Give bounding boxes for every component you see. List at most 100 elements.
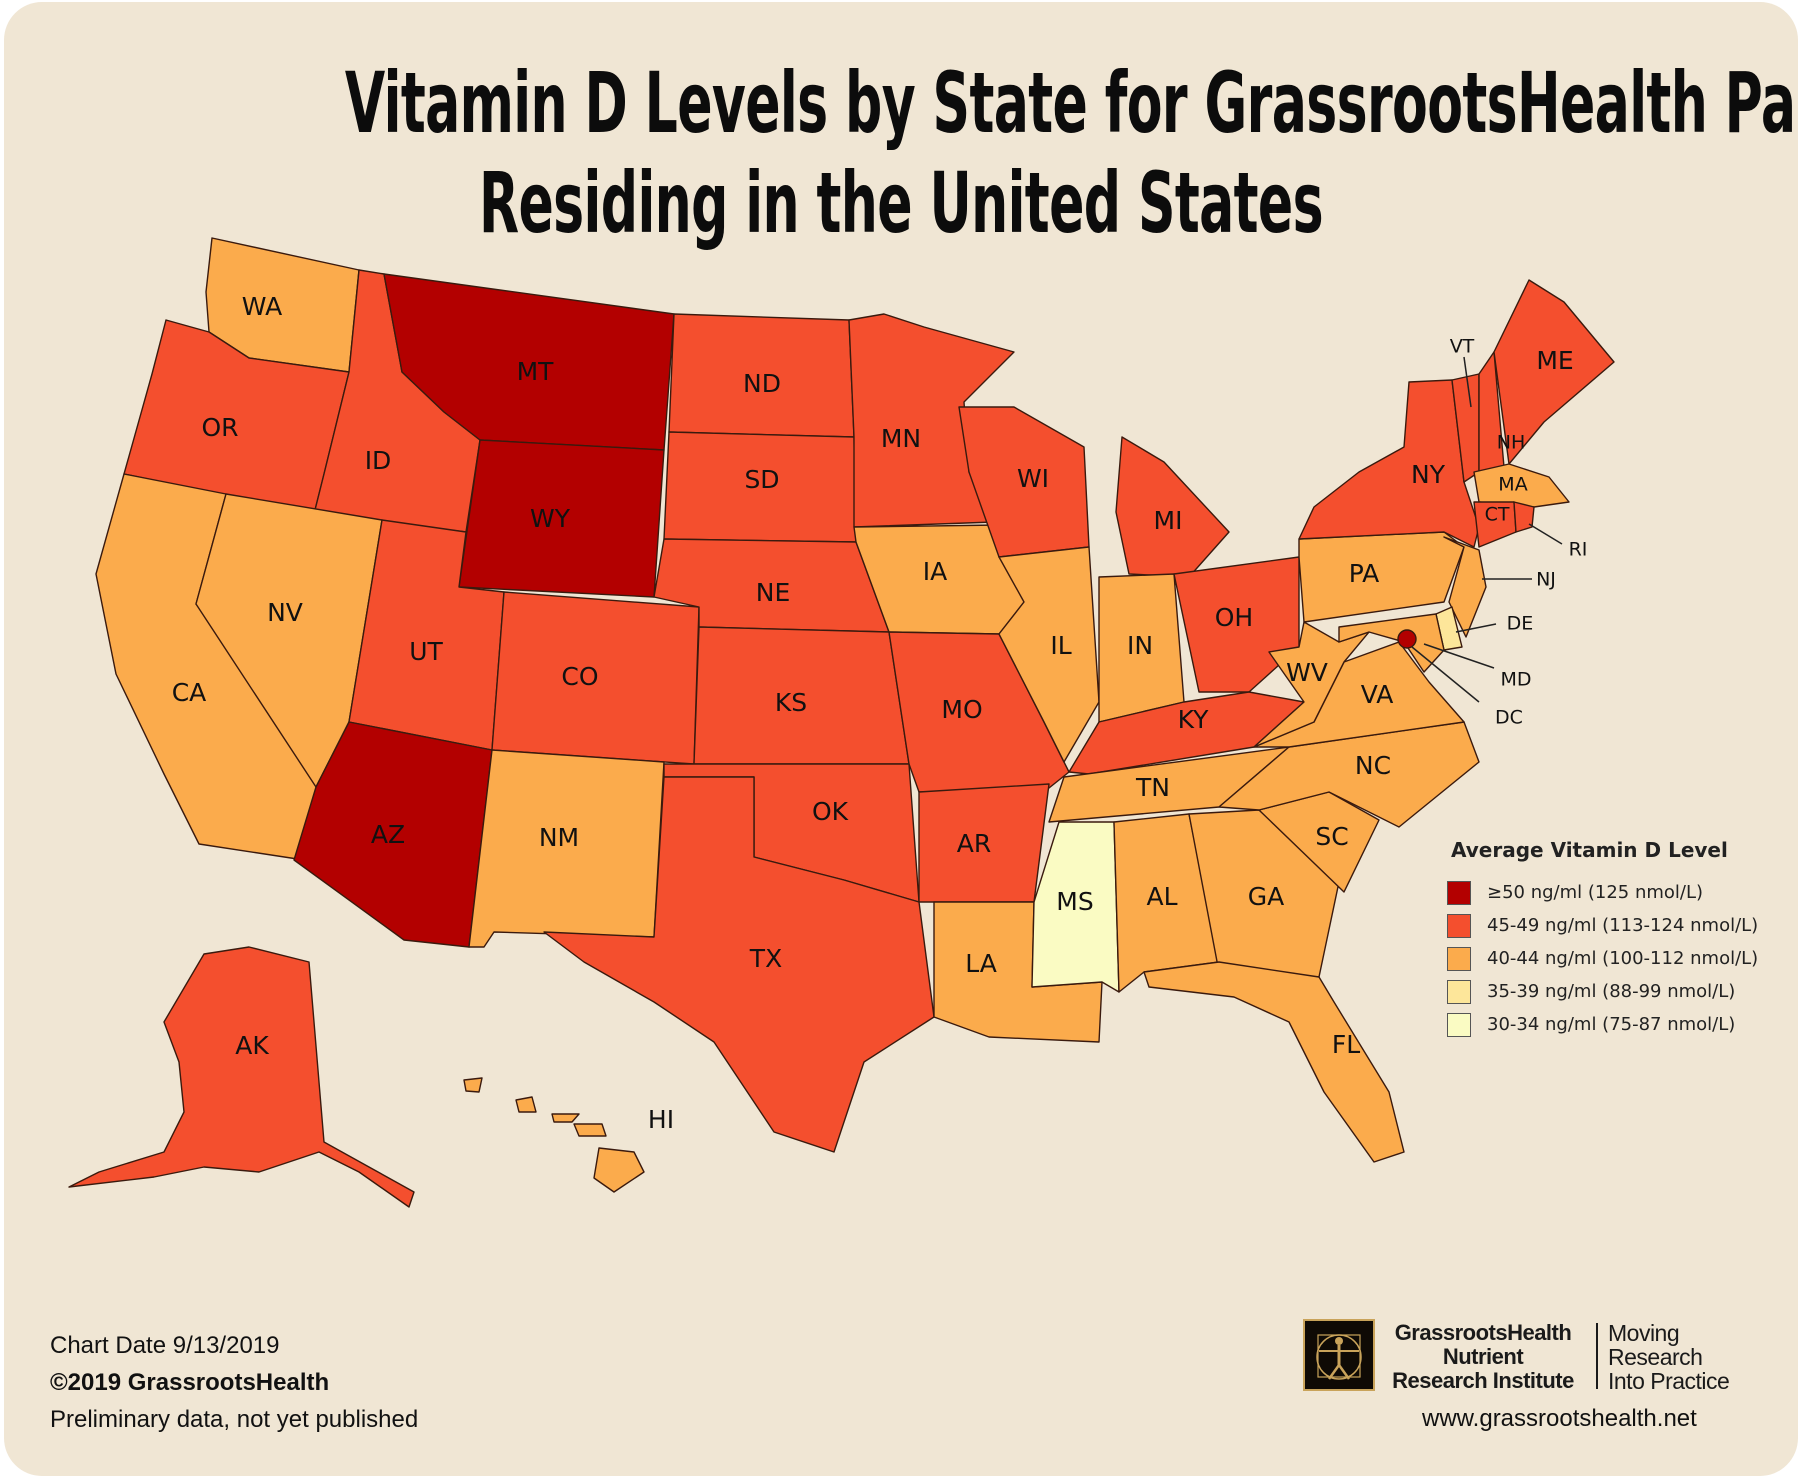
state-DC[interactable] [1397, 629, 1417, 649]
label-MI: MI [1154, 506, 1183, 535]
state-HI[interactable] [463, 1077, 645, 1193]
label-WA: WA [242, 292, 282, 321]
label-RI: RI [1569, 539, 1588, 561]
label-CT: CT [1485, 504, 1510, 526]
label-AK: AK [235, 1031, 269, 1060]
state-MD[interactable] [1338, 613, 1445, 673]
label-SC: SC [1315, 822, 1348, 851]
label-WY: WY [530, 504, 571, 533]
label-NJ: NJ [1536, 569, 1556, 591]
legend-swatch [1447, 913, 1471, 938]
label-SD: SD [744, 465, 779, 494]
legend-item: 30-34 ng/ml (75-87 nmol/L) [1447, 1008, 1787, 1041]
label-AR: AR [957, 829, 991, 858]
label-DC: DC [1495, 707, 1523, 729]
state-AK[interactable] [68, 946, 415, 1208]
label-KY: KY [1178, 705, 1210, 734]
legend-item: ≥50 ng/ml (125 nmol/L) [1447, 876, 1787, 909]
label-MN: MN [881, 424, 921, 453]
legend-title: Average Vitamin D Level [1451, 838, 1728, 862]
label-LA: LA [965, 949, 997, 978]
legend-item: 35-39 ng/ml (88-99 nmol/L) [1447, 975, 1787, 1008]
legend-swatch [1447, 946, 1471, 971]
label-OR: OR [201, 413, 238, 442]
label-NM: NM [539, 823, 579, 852]
state-NJ[interactable] [1443, 536, 1487, 638]
label-AZ: AZ [371, 820, 405, 849]
map-legend: Average Vitamin D Level ≥50 ng/ml (125 n… [1447, 838, 1787, 1041]
label-MA: MA [1498, 474, 1527, 496]
label-WI: WI [1017, 464, 1049, 493]
label-IN: IN [1127, 631, 1153, 660]
map-card: Vitamin D Levels by State for Grassroots… [4, 2, 1798, 1476]
label-DE: DE [1507, 613, 1534, 635]
label-TX: TX [749, 944, 782, 973]
state-OH[interactable] [1173, 556, 1300, 693]
state-NM[interactable] [468, 749, 665, 948]
brand-name-line: Research Institute [1392, 1368, 1574, 1393]
label-KS: KS [775, 688, 807, 717]
state-PA[interactable] [1298, 531, 1465, 623]
legend-label: 30-34 ng/ml (75-87 nmol/L) [1487, 1014, 1736, 1035]
copyright: ©2019 GrassrootsHealth [50, 1369, 330, 1396]
brand-name: GrassrootsHealth Nutrient Research Insti… [1383, 1321, 1583, 1393]
label-GA: GA [1248, 882, 1284, 911]
label-ID: ID [365, 446, 392, 475]
label-CO: CO [561, 662, 598, 691]
legend-label: 45-49 ng/ml (113-124 nmol/L) [1487, 915, 1759, 936]
state-WV[interactable] [1253, 621, 1370, 748]
label-AL: AL [1146, 882, 1177, 911]
legend-label: 35-39 ng/ml (88-99 nmol/L) [1487, 981, 1736, 1002]
label-HI: HI [648, 1105, 674, 1134]
legend-swatch [1447, 1012, 1471, 1037]
us-choropleth-map: WA OR CA ID NV MT WY UT AZ CO NM ND SD N… [68, 237, 1615, 1208]
label-NC: NC [1355, 751, 1391, 780]
label-NE: NE [756, 578, 791, 607]
brand-name-line: Nutrient [1442, 1344, 1524, 1369]
label-ME: ME [1536, 346, 1573, 375]
legend-label: ≥50 ng/ml (125 nmol/L) [1487, 882, 1704, 903]
label-FL: FL [1332, 1030, 1360, 1059]
label-UT: UT [409, 637, 443, 666]
label-MO: MO [941, 695, 982, 724]
leader-ri [1528, 523, 1563, 545]
state-NY[interactable] [1298, 379, 1480, 548]
label-IL: IL [1050, 631, 1071, 660]
legend-item: 45-49 ng/ml (113-124 nmol/L) [1447, 909, 1787, 942]
leader-md [1423, 643, 1495, 669]
label-MT: MT [517, 357, 555, 386]
leader-dc [1411, 646, 1480, 703]
leader-lines [1411, 356, 1563, 703]
state-KY[interactable] [1068, 691, 1305, 775]
label-NY: NY [1411, 460, 1446, 489]
label-OH: OH [1215, 603, 1253, 632]
tagline-line: Moving [1608, 1320, 1680, 1346]
label-MS: MS [1056, 887, 1093, 916]
brand-tagline: Moving Research Into Practice [1608, 1321, 1758, 1393]
label-NH: NH [1497, 432, 1526, 454]
website-link[interactable]: www.grassrootshealth.net [1422, 1405, 1697, 1432]
tagline-line: Research [1608, 1344, 1703, 1370]
state-IL[interactable] [998, 546, 1100, 763]
legend-swatch [1447, 979, 1471, 1004]
state-FL[interactable] [1143, 961, 1405, 1163]
label-TN: TN [1135, 773, 1170, 802]
label-CA: CA [172, 678, 207, 707]
label-MD: MD [1500, 669, 1531, 691]
label-IA: IA [923, 557, 947, 586]
label-PA: PA [1349, 559, 1380, 588]
label-OK: OK [812, 797, 849, 826]
brand-block: GrassrootsHealth Nutrient Research Insti… [1303, 1319, 1753, 1399]
label-VT: VT [1450, 336, 1475, 358]
legend-item: 40-44 ng/ml (100-112 nmol/L) [1447, 942, 1787, 975]
brand-name-line: GrassrootsHealth [1394, 1320, 1572, 1345]
legend-swatch [1447, 880, 1471, 905]
vitruvian-logo-icon [1303, 1319, 1375, 1391]
chart-date: Chart Date 9/13/2019 [50, 1332, 280, 1359]
state-RI[interactable] [1513, 501, 1535, 533]
legend-label: 40-44 ng/ml (100-112 nmol/L) [1487, 948, 1759, 969]
label-VA: VA [1361, 680, 1394, 709]
leader-vt [1463, 356, 1472, 408]
state-TX[interactable] [543, 776, 935, 1153]
label-ND: ND [743, 369, 781, 398]
